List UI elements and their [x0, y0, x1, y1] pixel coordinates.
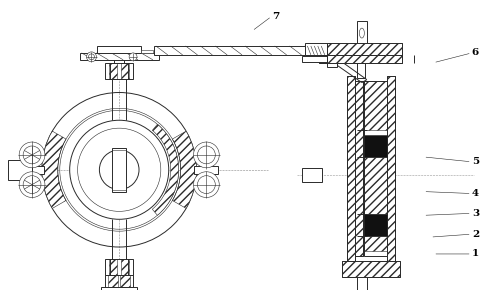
Bar [121, 63, 129, 79]
Bar [105, 63, 133, 79]
Bar [356, 21, 366, 43]
Text: 1: 1 [471, 249, 478, 258]
Text: 3: 3 [471, 209, 478, 218]
Bar [363, 135, 386, 157]
Wedge shape [42, 131, 66, 208]
Bar [342, 261, 399, 277]
Wedge shape [172, 131, 196, 208]
Bar [120, 275, 130, 287]
Bar [112, 148, 126, 191]
Wedge shape [152, 124, 178, 215]
Text: 2: 2 [471, 230, 478, 239]
Circle shape [193, 142, 219, 168]
Circle shape [129, 53, 137, 61]
Bar [346, 76, 354, 261]
Bar [109, 63, 117, 79]
Bar [302, 168, 322, 182]
Circle shape [78, 128, 161, 211]
Text: 4: 4 [471, 189, 478, 198]
Circle shape [99, 150, 139, 189]
Bar [105, 259, 133, 275]
Bar [356, 277, 366, 291]
Bar [97, 46, 141, 53]
Bar [141, 50, 153, 53]
Bar [386, 76, 394, 261]
Bar [356, 63, 364, 78]
Circle shape [86, 52, 96, 62]
Bar [194, 166, 218, 174]
Bar [386, 76, 394, 261]
Circle shape [19, 142, 45, 168]
Bar [354, 81, 362, 256]
Circle shape [19, 172, 45, 198]
Bar [109, 259, 117, 275]
Bar [121, 259, 129, 275]
Bar [326, 43, 402, 55]
Bar [305, 43, 326, 55]
Text: 7: 7 [271, 12, 279, 21]
Text: 6: 6 [471, 48, 478, 57]
Bar [108, 275, 118, 287]
Bar [346, 76, 354, 261]
Bar [326, 52, 336, 67]
Bar [80, 53, 159, 60]
Bar [363, 236, 386, 251]
Bar [32, 166, 44, 174]
Bar [342, 261, 399, 277]
Circle shape [70, 120, 168, 219]
Text: 5: 5 [471, 157, 478, 166]
Ellipse shape [359, 28, 364, 38]
Bar [363, 157, 386, 214]
Bar [319, 55, 402, 63]
Bar [302, 56, 326, 62]
Bar [363, 81, 386, 130]
Bar [319, 55, 402, 63]
Circle shape [193, 172, 219, 198]
Bar [326, 43, 402, 55]
Bar [105, 275, 133, 287]
Bar [8, 160, 32, 180]
Bar [363, 214, 386, 236]
Bar [354, 81, 362, 256]
Bar [154, 46, 326, 55]
Bar [363, 81, 386, 256]
Bar [101, 287, 137, 291]
